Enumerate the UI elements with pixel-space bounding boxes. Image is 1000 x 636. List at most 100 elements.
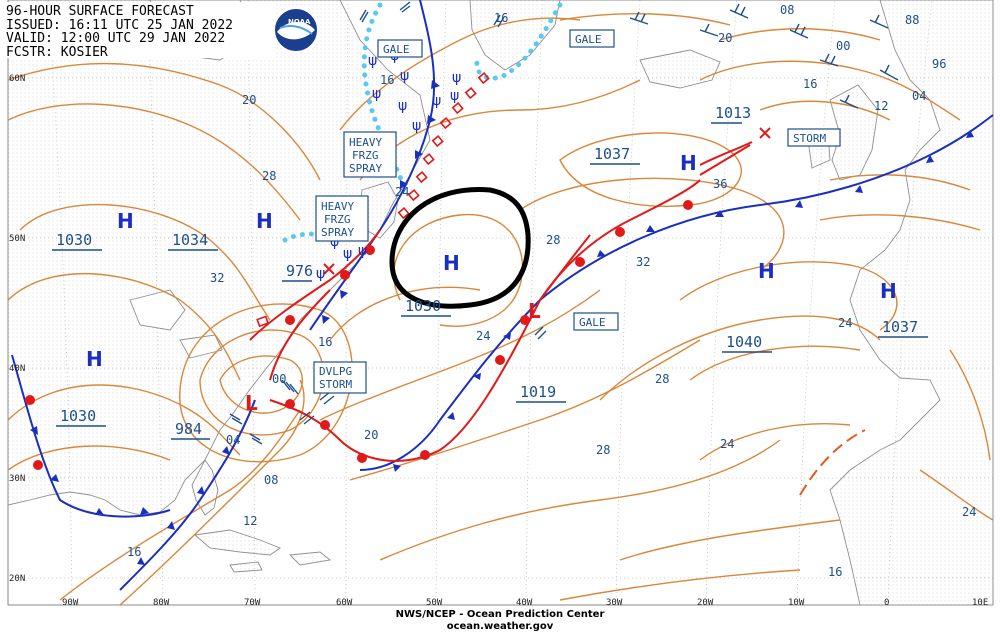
low-pressure-letter: L [245, 391, 258, 415]
footer-agency: NWS/NCEP - Ocean Prediction Center [395, 609, 605, 620]
pressure-value: 1030 [56, 231, 92, 249]
isobar-label: 00 [836, 39, 850, 53]
isobar-label: 20 [718, 31, 732, 45]
lon-label: 0 [884, 598, 889, 608]
lon-label: 30W [606, 598, 623, 608]
isobar-label: 20 [364, 428, 378, 442]
isobar-label: 36 [713, 177, 727, 191]
lon-label: 60W [336, 598, 353, 608]
svg-text:HEAVY: HEAVY [349, 136, 382, 149]
svg-text:GALE: GALE [579, 316, 606, 329]
isobar-label: 28 [596, 443, 610, 457]
valid-line: VALID: 12:00 UTC 29 JAN 2022 [6, 31, 226, 46]
warning-boxes: GALE GALE GALE HEAVY FRZG SPRAY HEAVY FR… [313, 29, 841, 394]
pressure-value: 1019 [520, 383, 556, 401]
svg-text:GALE: GALE [575, 33, 602, 46]
storm-x-markers [323, 127, 771, 275]
pressure-values: 1030 1034 1030 984 976 1037 1040 1037 10… [52, 104, 928, 440]
heavy-freezing-spray-box: HEAVY FRZG SPRAY [343, 131, 397, 178]
lon-label: 90W [62, 598, 79, 608]
isobar-label: 04 [226, 433, 240, 447]
pressure-value: 1037 [594, 145, 630, 163]
isobar-label: 24 [476, 329, 490, 343]
svg-text:ψ: ψ [330, 234, 339, 250]
high-pressure-letter: H [256, 209, 273, 233]
front-segment [799, 429, 866, 496]
longitude-labels: 90W 80W 70W 60W 50W 40W 30W 20W 10W 0 10… [62, 598, 988, 608]
pressure-letters: H H H H H H H L L [86, 151, 897, 415]
svg-text:STORM: STORM [793, 132, 826, 145]
isobar-label: 00 [272, 372, 286, 386]
isobar-label: 04 [912, 89, 926, 103]
svg-text:DVLPG: DVLPG [319, 365, 352, 378]
pressure-value: 984 [175, 420, 202, 438]
isobar-label: 16 [318, 335, 332, 349]
isobar-label: 08 [264, 473, 278, 487]
lat-label: 30N [9, 474, 25, 484]
isobar-label: 12 [874, 99, 888, 113]
isobar-label: 28 [546, 233, 560, 247]
lon-label: 40W [516, 598, 533, 608]
svg-text:STORM: STORM [319, 378, 352, 391]
storm-tracks [269, 141, 753, 381]
high-pressure-letter: H [86, 347, 103, 371]
gale-warning-box: GALE [377, 39, 423, 58]
lon-label: 10W [788, 598, 805, 608]
isobar-label: 08 [780, 3, 794, 17]
gale-warning-box: GALE [569, 29, 615, 48]
warm-front-pips [25, 200, 693, 470]
lat-label: 20N [9, 574, 25, 584]
isobar-label: 16 [494, 11, 508, 25]
footer-url: ocean.weather.gov [446, 621, 554, 632]
svg-text:ψ: ψ [452, 70, 461, 86]
isobar-label: 12 [243, 514, 257, 528]
svg-text:SPRAY: SPRAY [321, 226, 354, 239]
svg-text:FRZG: FRZG [324, 213, 351, 226]
trough-squares [256, 72, 490, 328]
header-backing [2, 2, 274, 58]
pressure-value: 1013 [715, 104, 751, 122]
high-pressure-letter: H [758, 259, 775, 283]
svg-text:NOAA: NOAA [288, 18, 311, 26]
isobar-label: 16 [127, 545, 141, 559]
svg-text:ψ: ψ [316, 266, 325, 282]
svg-text:GALE: GALE [383, 43, 410, 56]
lat-label: 60N [9, 74, 25, 84]
wind-barbs [229, 1, 899, 445]
pressure-value: 1034 [172, 231, 208, 249]
lon-label: 70W [244, 598, 261, 608]
pressure-value: 1040 [726, 333, 762, 351]
header-title: 96-HOUR SURFACE FORECAST [6, 4, 194, 19]
isobar-labels: 16 20 28 32 24 16 20 04 00 08 12 16 24 2… [127, 3, 976, 579]
isobar-label: 88 [905, 13, 919, 27]
isobar-label: 28 [262, 169, 276, 183]
svg-text:FRZG: FRZG [352, 149, 379, 162]
isobar-label: 20 [242, 93, 256, 107]
lat-label: 40N [9, 364, 25, 374]
isobar-label: 24 [962, 505, 976, 519]
isobar-label: 16 [803, 77, 817, 91]
noaa-logo: NOAA [273, 7, 319, 53]
svg-text:ψ: ψ [343, 246, 352, 262]
pressure-value: 1037 [882, 318, 918, 336]
annotation-circle [389, 187, 531, 309]
lon-label: 20W [697, 598, 714, 608]
gale-warning-box: GALE [573, 312, 619, 331]
heavy-freezing-spray-box: HEAVY FRZG SPRAY [315, 195, 369, 242]
svg-text:ψ: ψ [358, 243, 367, 259]
lat-label: 50N [9, 234, 25, 244]
forecaster-line: FCSTR: KOSIER [6, 44, 108, 60]
svg-text:ψ: ψ [432, 93, 441, 109]
isobar-label: 96 [932, 57, 946, 71]
freezing-spray-lines [282, 2, 563, 243]
developing-storm-box: DVLPG STORM [313, 361, 367, 394]
cold-front-pips [30, 80, 974, 565]
latitude-labels: 60N 50N 40N 30N 20N [9, 74, 25, 584]
pressure-value: 1030 [405, 297, 441, 315]
svg-text:ψ: ψ [412, 118, 421, 134]
low-pressure-letter: L [528, 299, 541, 323]
isobar-label: 24 [395, 185, 409, 199]
svg-text:ψ: ψ [368, 53, 377, 69]
svg-text:SPRAY: SPRAY [349, 162, 382, 175]
